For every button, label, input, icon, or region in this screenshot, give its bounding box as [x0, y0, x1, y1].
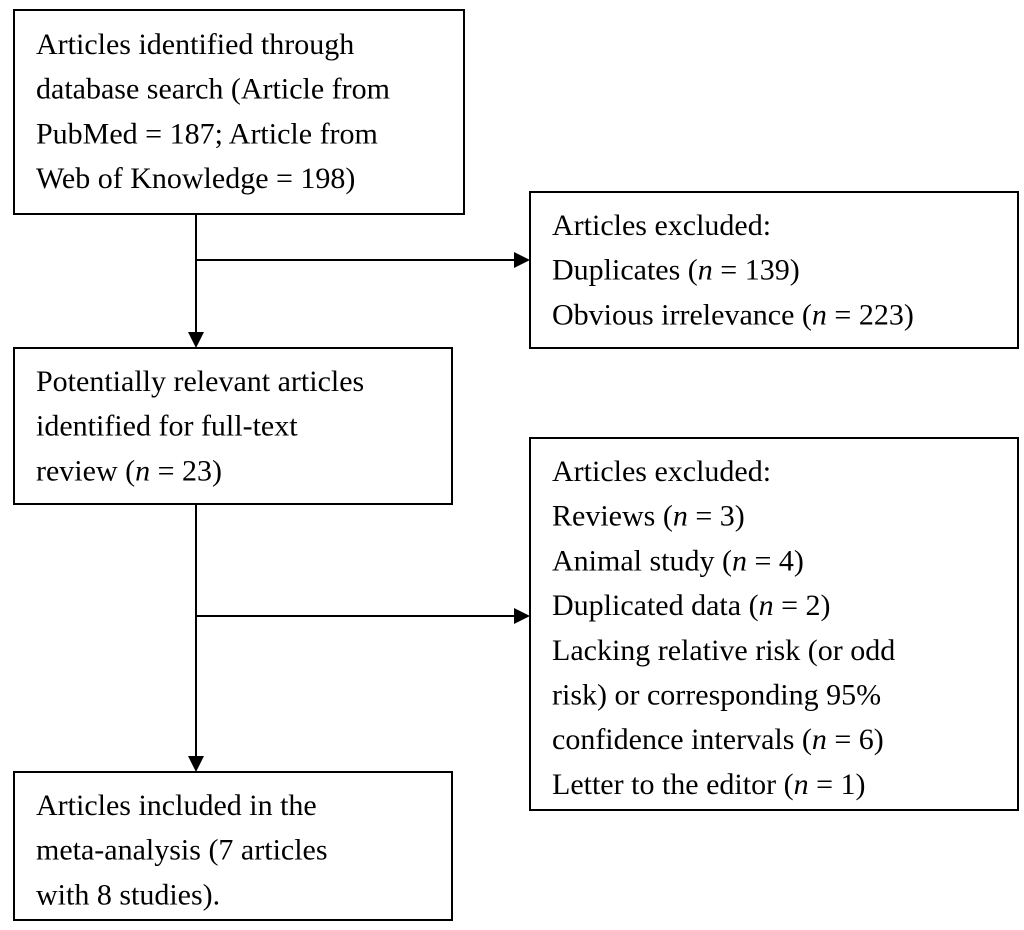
box: Articles included in the meta-analysis (7…: [13, 771, 453, 921]
text-segment: Duplicated data (: [552, 589, 759, 622]
text-segment: n: [698, 254, 713, 287]
text-segment: n: [812, 723, 827, 756]
box-text-line: identified for full-text: [36, 410, 298, 443]
box: Potentially relevant articles identified …: [13, 347, 453, 505]
box-text-line: review (n = 23): [36, 454, 222, 487]
text-segment: = 4): [747, 544, 804, 577]
box-border: [13, 9, 465, 215]
text-segment: = 3): [688, 500, 745, 533]
text-segment: n: [812, 298, 827, 331]
text-segment: Duplicates (: [552, 254, 698, 287]
box-text-line: Reviews (n = 3): [552, 500, 745, 533]
text-segment: = 139): [713, 254, 800, 287]
text-segment: meta-analysis (7 articles: [36, 834, 328, 867]
text-segment: Reviews (: [552, 500, 673, 533]
arrowhead: [188, 756, 204, 772]
box-text-line: Web of Knowledge = 198): [36, 162, 355, 195]
text-segment: = 1): [809, 768, 866, 801]
arrowhead: [188, 332, 204, 348]
box-text-line: Duplicates (n = 139): [552, 254, 800, 287]
box-text-line: confidence intervals (n = 6): [552, 723, 884, 756]
box-text-line: Articles identified through: [36, 28, 354, 61]
text-segment: n: [759, 589, 774, 622]
text-segment: identified for full-text: [36, 410, 298, 443]
text-segment: Articles excluded:: [552, 455, 771, 488]
text-segment: Letter to the editor (: [552, 768, 794, 801]
box-text-line: Articles excluded:: [552, 209, 771, 242]
text-segment: = 6): [827, 723, 884, 756]
box-text-line: Letter to the editor (n = 1): [552, 768, 866, 801]
text-segment: n: [732, 544, 747, 577]
text-segment: Articles excluded:: [552, 209, 771, 242]
box-border: [13, 771, 453, 921]
text-segment: with 8 studies).: [36, 878, 220, 911]
box-text-line: risk) or corresponding 95%: [552, 678, 881, 711]
box-text-line: Articles excluded:: [552, 455, 771, 488]
box-text-line: with 8 studies).: [36, 878, 220, 911]
text-segment: n: [135, 454, 150, 487]
text-segment: Animal study (: [552, 544, 732, 577]
text-segment: = 223): [827, 298, 914, 331]
box-text-line: Articles included in the: [36, 789, 317, 822]
box-text-line: Lacking relative risk (or odd: [552, 634, 895, 667]
text-segment: review (: [36, 454, 135, 487]
text-segment: = 2): [774, 589, 831, 622]
box: Articles excluded:Duplicates (n = 139)Ob…: [529, 191, 1019, 349]
text-segment: n: [794, 768, 809, 801]
box-text-line: meta-analysis (7 articles: [36, 834, 328, 867]
box-text-line: Potentially relevant articles: [36, 365, 364, 398]
arrowhead: [514, 608, 530, 624]
text-segment: Lacking relative risk (or odd: [552, 634, 895, 667]
text-segment: Articles included in the: [36, 789, 317, 822]
text-segment: Web of Knowledge = 198): [36, 162, 355, 195]
arrowhead: [514, 252, 530, 268]
box: Articles excluded:Reviews (n = 3)Animal …: [529, 437, 1019, 811]
text-segment: PubMed = 187; Article from: [36, 117, 378, 150]
text-segment: confidence intervals (: [552, 723, 812, 756]
box-text-line: Duplicated data (n = 2): [552, 589, 831, 622]
text-segment: risk) or corresponding 95%: [552, 678, 881, 711]
box-text-line: Animal study (n = 4): [552, 544, 804, 577]
box: Articles identified through database sear…: [13, 9, 465, 215]
box-text-line: database search (Article from: [36, 73, 390, 106]
box-text-line: PubMed = 187; Article from: [36, 117, 378, 150]
box-text-line: Obvious irrelevance (n = 223): [552, 298, 914, 331]
text-segment: Obvious irrelevance (: [552, 298, 812, 331]
text-segment: database search (Article from: [36, 73, 390, 106]
text-segment: Articles identified through: [36, 28, 354, 61]
text-segment: Potentially relevant articles: [36, 365, 364, 398]
box-border: [13, 347, 453, 505]
box-border: [529, 437, 1019, 811]
text-segment: n: [673, 500, 688, 533]
text-segment: = 23): [150, 454, 222, 487]
box-border: [529, 191, 1019, 349]
